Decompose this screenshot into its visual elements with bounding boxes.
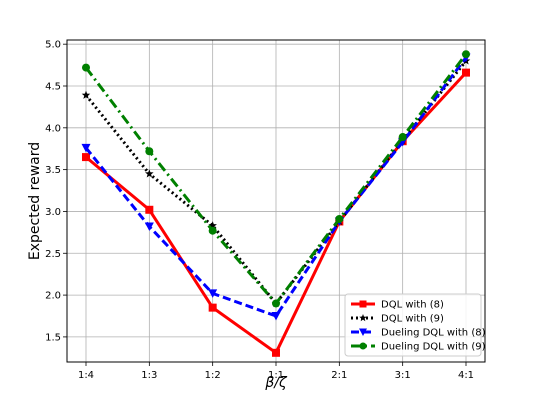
- legend-label: DQL with (9): [381, 314, 444, 325]
- data-point: [272, 348, 280, 357]
- data-point: [208, 221, 217, 230]
- data-point: [462, 68, 470, 77]
- data-point: [145, 205, 154, 214]
- y-axis-title: Expected reward: [27, 142, 43, 260]
- legend-swatch-marker: [359, 328, 367, 336]
- legend-box: [344, 293, 482, 357]
- data-point: [208, 226, 217, 235]
- y-tick-label: 2.5: [45, 249, 61, 260]
- ticks: 1:4 1:3 1:2 1:1 2:1 3:1 4:1 1.5 2.0 2.5 3.0 3.5 4.0 4…: [45, 40, 474, 381]
- legend-item: Dueling DQL with (9): [351, 342, 486, 353]
- legend-item: DQL with (9): [351, 314, 444, 325]
- legend-item: Dueling DQL with (8): [351, 328, 486, 339]
- data-point: [81, 143, 91, 153]
- y-tick-label: 1.5: [45, 332, 61, 343]
- x-tick-label: 1:1: [268, 370, 284, 381]
- legend: DQL with (8) DQL with (9) Dueling DQL with…: [344, 293, 486, 357]
- x-tick-label: 1:4: [78, 370, 94, 381]
- x-tick-label: 1:3: [141, 370, 157, 381]
- data-point: [462, 50, 470, 59]
- y-tick-label: 5.0: [45, 40, 61, 51]
- legend-label: Dueling DQL with (9): [381, 342, 486, 353]
- data-point: [208, 289, 218, 298]
- legend-swatch-marker: [359, 314, 367, 322]
- data-point: [271, 312, 281, 321]
- y-tick-label: 4.5: [45, 82, 61, 93]
- data-point: [145, 147, 154, 156]
- legend-swatch-marker: [359, 342, 367, 350]
- x-tick-label: 3:1: [395, 370, 411, 381]
- data-point: [82, 153, 90, 162]
- data-point: [145, 169, 154, 178]
- x-axis-title: β/ζ: [264, 375, 288, 391]
- data-point: [144, 222, 154, 232]
- series-4: [82, 50, 470, 308]
- legend-swatch-marker: [359, 300, 367, 308]
- data-point: [272, 299, 280, 308]
- x-tick-label: 1:2: [205, 370, 221, 381]
- data-point: [208, 303, 217, 312]
- x-tick-label: 2:1: [331, 370, 347, 381]
- legend-label: Dueling DQL with (8): [381, 328, 486, 339]
- data-point: [335, 214, 344, 223]
- data-point: [81, 90, 91, 99]
- x-tick-label: 4:1: [458, 370, 474, 381]
- y-tick-label: 2.0: [45, 291, 61, 302]
- y-tick-label: 4.0: [45, 123, 61, 134]
- y-tick-label: 3.5: [45, 165, 61, 176]
- data-point: [398, 133, 407, 142]
- legend-label: DQL with (8): [381, 300, 444, 311]
- grid: [67, 40, 485, 362]
- data-point: [82, 63, 90, 72]
- y-tick-label: 3.0: [45, 207, 61, 218]
- legend-item: DQL with (8): [351, 300, 444, 311]
- series-layer: [81, 50, 471, 357]
